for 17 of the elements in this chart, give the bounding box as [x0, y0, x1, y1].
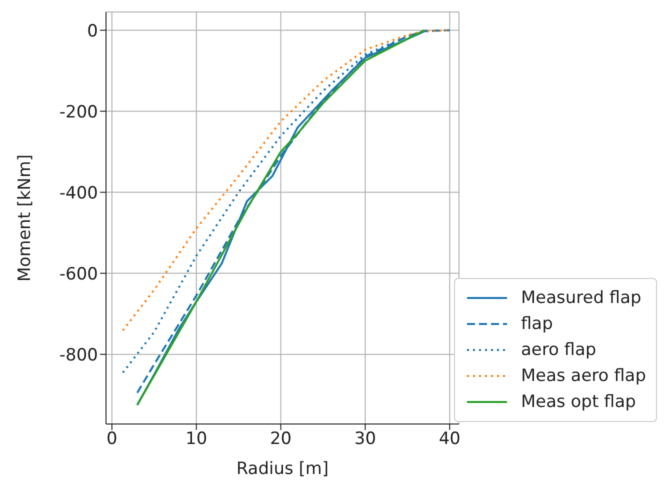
legend-label: Meas aero flap: [520, 365, 646, 388]
x-tick-label: 20: [270, 429, 292, 450]
x-tick-label: 0: [106, 429, 118, 450]
y-tick-label: -600: [59, 264, 98, 284]
x-axis-title: Radius [m]: [236, 459, 329, 479]
y-tick-label: -400: [59, 183, 98, 204]
x-tick-label: 10: [186, 429, 208, 450]
legend-label: flap: [520, 313, 553, 336]
y-tick-label: -200: [59, 102, 98, 122]
y-axis-title: Moment [kNm]: [15, 154, 36, 282]
y-tick-label: -800: [59, 345, 98, 366]
legend-label: aero flap: [520, 339, 596, 362]
x-tick-label: 30: [354, 429, 376, 450]
legend-label: Meas opt flap: [520, 391, 636, 414]
y-tick-label: 0: [87, 21, 98, 42]
legend-label: Measured flap: [520, 287, 642, 310]
x-tick-label: 40: [438, 429, 460, 450]
